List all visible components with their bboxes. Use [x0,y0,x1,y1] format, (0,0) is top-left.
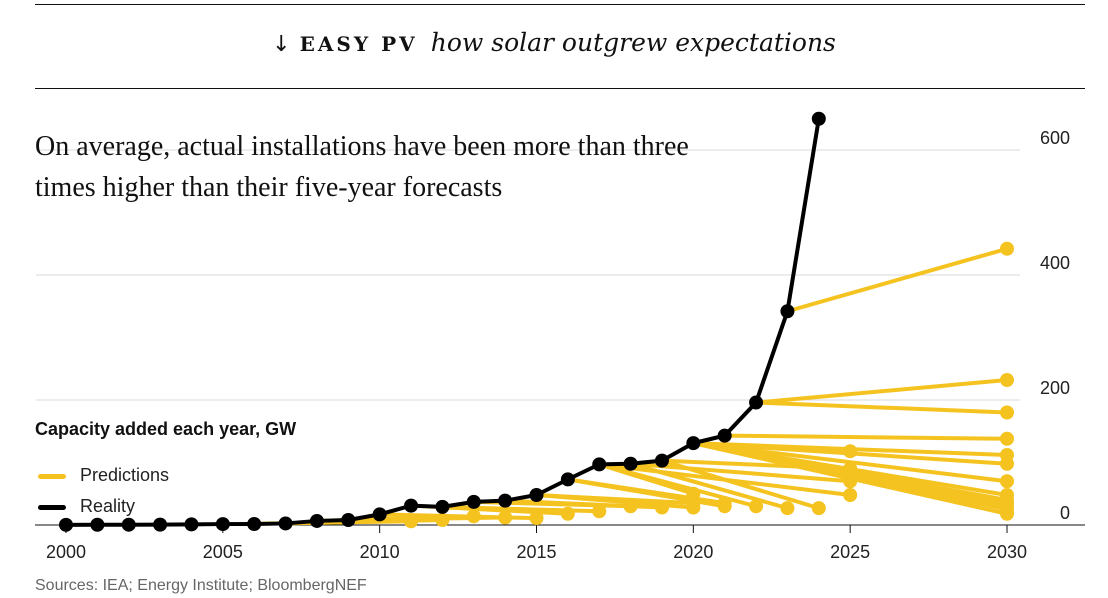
chart-subtitle: how solar outgrew expectations [430,28,836,57]
prediction-point-33 [1000,241,1014,256]
reality-point-2016 [560,472,575,487]
y-tick-label-600: 600 [1040,128,1070,148]
reality-point-2023 [780,304,795,319]
reality-point-2002 [121,517,136,532]
reality-point-2003 [153,517,168,532]
prediction-line-32 [754,378,1009,405]
reality-point-2006 [247,517,262,531]
reality-point-2000 [59,517,73,532]
gridlines [36,149,1020,401]
x-tick-label-2025: 2025 [830,542,870,562]
x-tick-label-2010: 2010 [360,542,400,562]
reality-point-2011 [404,498,419,513]
prediction-line-26 [691,441,1009,497]
legend-item-predictions: Predictions [38,465,169,486]
prediction-line-33 [785,246,1009,314]
reality-point-2015 [529,488,544,502]
prediction-line-14 [534,493,696,510]
chart-header: ↓ EASY PV how solar outgrew expectations [0,28,1108,57]
reality-point-2001 [90,517,105,532]
prediction-line-15 [565,477,727,509]
down-arrow-icon: ↓ [272,32,291,57]
reality-point-2012 [435,499,450,514]
headline: On average, actual installations have be… [35,131,689,203]
reality-point-2014 [498,493,513,508]
prediction-line-16 [597,462,853,497]
y-tick-label-0: 0 [1060,503,1070,523]
top-rule [35,4,1085,5]
x-tick-label-2030: 2030 [987,542,1027,562]
source-note: Sources: IEA; Energy Institute; Bloomber… [35,577,367,594]
prediction-point-15 [717,499,732,514]
reality-point-2021 [717,428,732,443]
prediction-line-17 [628,461,853,484]
reality-point-2004 [184,517,199,532]
prediction-point-13 [811,501,826,516]
prediction-point-27 [1000,474,1014,489]
prediction-point-31 [1000,405,1014,420]
reality-series [59,111,826,532]
prediction-point-29 [1000,448,1014,462]
prediction-point-26 [1000,488,1014,502]
reality-point-2020 [686,436,701,451]
prediction-line-29 [691,441,1009,457]
x-tick-label-2005: 2005 [203,542,243,562]
prediction-point-12 [780,501,795,516]
reality-point-2008 [309,513,324,528]
prediction-point-6 [592,504,607,519]
reality-point-2007 [278,516,293,531]
reality-point-2017 [592,457,607,472]
prediction-point-30 [1000,431,1014,446]
x-axis: 2000 2005 2010 2015 2020 2025 2030 [35,524,1085,562]
predictions-series [252,241,1014,529]
reality-point-2013 [466,494,481,509]
prediction-line-6 [440,504,602,514]
y-axis-label: Capacity added each year, GW [35,419,297,439]
prediction-line-8 [503,498,664,510]
reality-point-2018 [623,456,638,471]
prediction-point-11 [749,499,764,514]
reality-point-2024 [811,111,826,126]
prediction-point-32 [1000,373,1014,387]
legend-label-reality: Reality [80,496,136,516]
prediction-line-31 [754,400,1009,415]
reality-point-2022 [749,395,764,410]
prediction-point-4 [529,511,544,526]
y-axis: 0 200 400 600 [1040,128,1070,523]
prediction-point-14 [686,500,701,515]
prediction-point-16 [843,488,858,502]
reality-point-2010 [372,507,387,522]
x-tick-label-2015: 2015 [516,542,556,562]
reality-point-2019 [654,453,669,468]
legend-label-predictions: Predictions [80,465,170,485]
reality-point-2005 [215,517,230,532]
legend-swatch-reality [38,504,66,510]
prediction-line-20 [597,462,696,496]
x-tick-label-2000: 2000 [46,542,86,562]
prediction-point-20 [686,486,701,501]
prediction-line-4 [377,512,539,521]
chart-title: EASY PV [299,32,418,56]
x-tick-label-2020: 2020 [673,542,713,562]
prediction-line-27 [691,441,1009,484]
y-tick-label-400: 400 [1040,253,1070,273]
header-rule [35,88,1085,89]
y-tick-label-200: 200 [1040,378,1070,398]
prediction-line-30 [722,433,1009,441]
legend-item-reality: Reality [38,496,135,517]
legend-swatch-predictions [38,473,66,479]
reality-point-2009 [341,513,356,527]
